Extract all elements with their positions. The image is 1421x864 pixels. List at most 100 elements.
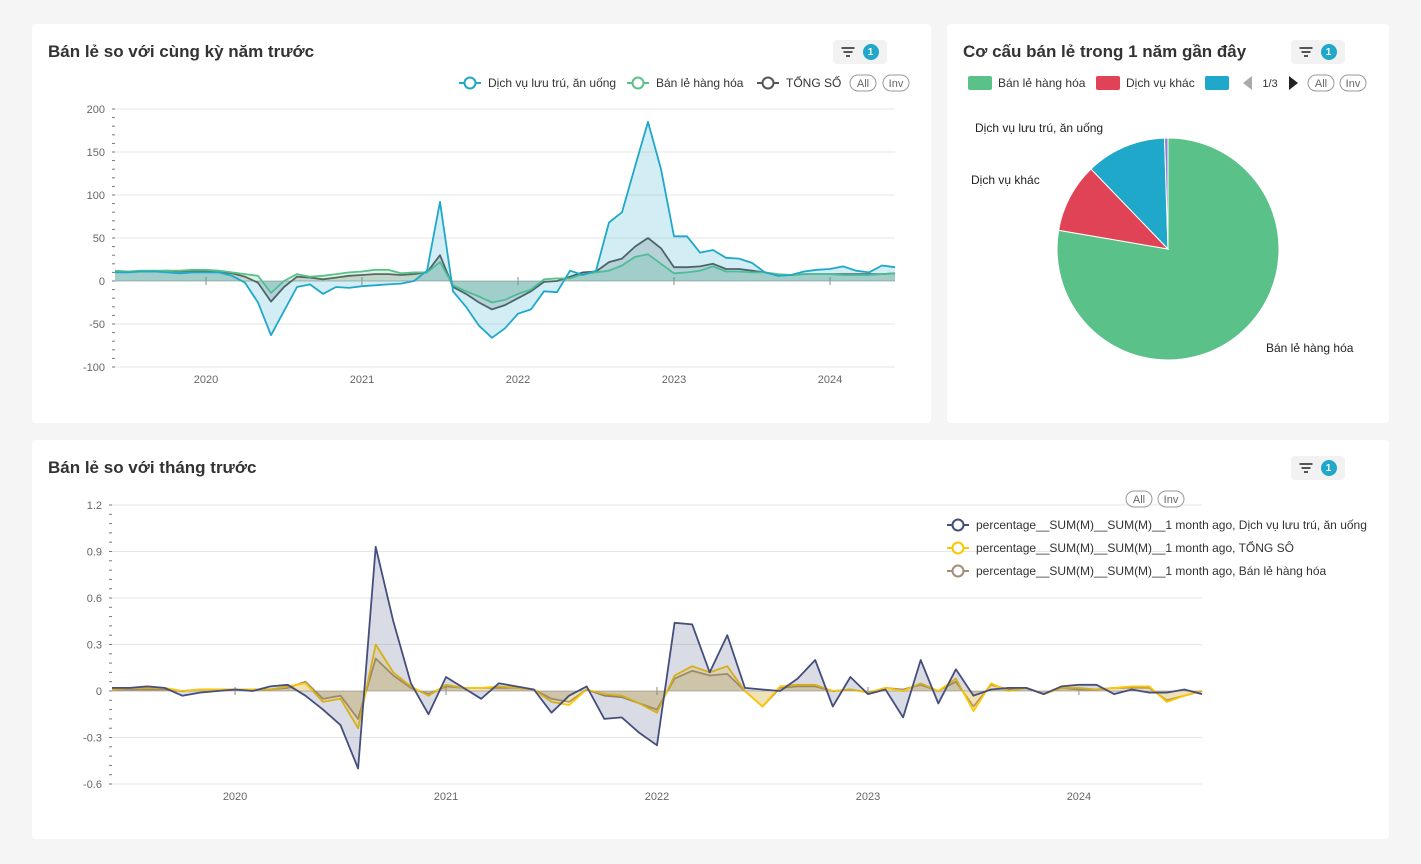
filter-icon	[1299, 463, 1313, 473]
legend-swatch	[968, 76, 992, 90]
slice-label: Dịch vụ khác	[971, 173, 1040, 187]
filter-button[interactable]: 1	[1291, 40, 1345, 64]
slice-label: Dịch vụ lưu trú, ăn uống	[975, 121, 1103, 135]
y-tick-label: -100	[83, 362, 105, 374]
panel-title: Cơ cấu bán lẻ trong 1 năm gần đây	[963, 42, 1247, 61]
x-tick-label: 2023	[856, 791, 880, 803]
y-tick-label: 200	[87, 104, 105, 116]
legend-page-indicator: 1/3	[1262, 78, 1277, 90]
legend-inv-button-label: Inv	[1164, 494, 1179, 506]
legend-all-button[interactable]	[849, 74, 877, 92]
chart-legend: All Inv percentage__SUM(M)__SUM(M)__1 mont…	[947, 490, 1367, 578]
mom-chart-panel: Bán lẻ so với tháng trước 1 1.2 0.9 0.6 0.3…	[32, 440, 1389, 839]
x-tick-label: 2022	[506, 374, 530, 386]
filter-count-badge: 1	[1320, 460, 1337, 476]
legend-item[interactable]: percentage__SUM(M)__SUM(M)__1 month ago,…	[947, 540, 1294, 555]
legend-item[interactable]: Bán lẻ hàng hóa	[968, 76, 1086, 90]
series-area	[115, 238, 895, 310]
legend-inv-button[interactable]	[882, 74, 910, 92]
legend-label: percentage__SUM(M)__SUM(M)__1 month ago,…	[976, 564, 1327, 578]
series-line[interactable]	[112, 545, 1203, 770]
mom-line-chart: 1.2 0.9 0.6 0.3 0 -0.3 -0.6 2020 2021 2022 2023 202…	[83, 490, 1367, 803]
legend-circle-icon	[951, 518, 965, 532]
legend-inv-button[interactable]	[1339, 74, 1367, 92]
y-tick-label: 150	[87, 147, 105, 159]
x-tick-label: 2021	[434, 791, 458, 803]
legend-circle-icon	[951, 541, 965, 555]
series-area	[112, 658, 1202, 719]
legend-item[interactable]: percentage__SUM(M)__SUM(M)__1 month ago,…	[947, 564, 1327, 578]
legend-item[interactable]: Dịch vụ khác	[1096, 76, 1195, 90]
x-tick-label: 2024	[818, 374, 842, 386]
legend-item[interactable]: Bán lẻ hàng hóa	[627, 76, 744, 90]
legend-circle-icon	[631, 76, 645, 90]
legend-circle-icon	[463, 76, 477, 90]
legend-all-button-label: All	[1133, 494, 1145, 506]
y-tick-label: -0.6	[83, 779, 102, 791]
filter-button[interactable]: 1	[833, 40, 887, 64]
legend-label: percentage__SUM(M)__SUM(M)__1 month ago,…	[976, 518, 1367, 532]
x-tick-label: 2020	[223, 791, 247, 803]
x-tick-label: 2021	[350, 374, 374, 386]
legend-label: Bán lẻ hàng hóa	[998, 76, 1086, 90]
x-tick-label: 2023	[662, 374, 686, 386]
series-area	[112, 644, 1202, 729]
legend-circle-icon	[951, 564, 965, 578]
legend-all-button-label: All	[1315, 78, 1327, 90]
legend-all-button-label: All	[857, 78, 869, 90]
y-tick-label: 0	[96, 686, 102, 698]
legend-item[interactable]	[1205, 76, 1229, 90]
y-tick-label: 1.2	[87, 500, 102, 512]
filter-count-badge: 1	[862, 44, 879, 60]
legend-label: Dịch vụ lưu trú, ăn uống	[488, 76, 616, 90]
legend-swatch	[1096, 76, 1120, 90]
series-area	[112, 546, 1202, 769]
legend-all-button[interactable]	[1307, 74, 1335, 92]
filter-count-badge: 1	[1320, 44, 1337, 60]
legend-inv-button-label: Inv	[889, 78, 904, 90]
panel-title: Bán lẻ so với tháng trước	[48, 458, 257, 477]
y-tick-label: -0.3	[83, 733, 102, 745]
legend-swatch	[1205, 76, 1229, 90]
pie-slice[interactable]	[1058, 168, 1170, 250]
x-tick-label: 2024	[1067, 791, 1091, 803]
y-tick-label: 0	[99, 276, 105, 288]
y-tick-label: -50	[89, 319, 105, 331]
pie-slice[interactable]	[1090, 137, 1169, 251]
legend-inv-button[interactable]	[1157, 490, 1185, 508]
legend-all-button[interactable]	[1125, 490, 1153, 508]
series-line[interactable]	[115, 121, 896, 339]
filter-icon	[841, 47, 855, 57]
series-area	[115, 254, 895, 303]
legend-label: Bán lẻ hàng hóa	[656, 76, 744, 90]
prev-page-icon[interactable]	[1243, 76, 1252, 90]
next-page-icon[interactable]	[1289, 76, 1298, 90]
pie-chart: Bán lẻ hàng hóa Dịch vụ khác Dịch vụ lưu t…	[968, 74, 1367, 361]
y-tick-label: 0.3	[87, 640, 102, 652]
pie-chart-panel: Cơ cấu bán lẻ trong 1 năm gần đây 1 Bán …	[947, 24, 1389, 423]
y-tick-label: 0.9	[87, 547, 102, 559]
legend-circle-icon	[761, 76, 775, 90]
chart-legend: Bán lẻ hàng hóa Dịch vụ khác 1/3 All Inv	[968, 74, 1367, 92]
panel-title: Bán lẻ so với cùng kỳ năm trước	[48, 42, 315, 61]
pie-slice[interactable]	[1163, 137, 1169, 250]
y-tick-label: 100	[87, 190, 105, 202]
legend-item[interactable]: TỔNG SỐ	[757, 75, 841, 90]
legend-label: Dịch vụ khác	[1126, 76, 1195, 90]
filter-button[interactable]: 1	[1291, 456, 1345, 480]
y-tick-label: 50	[93, 233, 105, 245]
yoy-chart-panel: Bán lẻ so với cùng kỳ năm trước 1 200 150…	[32, 24, 931, 423]
slice-label: Bán lẻ hàng hóa	[1266, 341, 1354, 355]
series-line[interactable]	[111, 643, 1203, 730]
series-area	[115, 121, 895, 338]
yoy-line-chart: 200 150 100 50 0 -50 -100 2020 2021 2022 2023 2024 D…	[83, 74, 910, 386]
filter-icon	[1299, 47, 1313, 57]
x-tick-label: 2022	[645, 791, 669, 803]
chart-legend: Dịch vụ lưu trú, ăn uống Bán lẻ hàng hóa T…	[459, 74, 910, 92]
legend-label: TỔNG SỐ	[786, 75, 841, 90]
y-tick-label: 0.6	[87, 593, 102, 605]
x-tick-label: 2020	[194, 374, 218, 386]
legend-item[interactable]: percentage__SUM(M)__SUM(M)__1 month ago,…	[947, 518, 1367, 532]
legend-item[interactable]: Dịch vụ lưu trú, ăn uống	[459, 76, 616, 90]
legend-inv-button-label: Inv	[1346, 78, 1361, 90]
